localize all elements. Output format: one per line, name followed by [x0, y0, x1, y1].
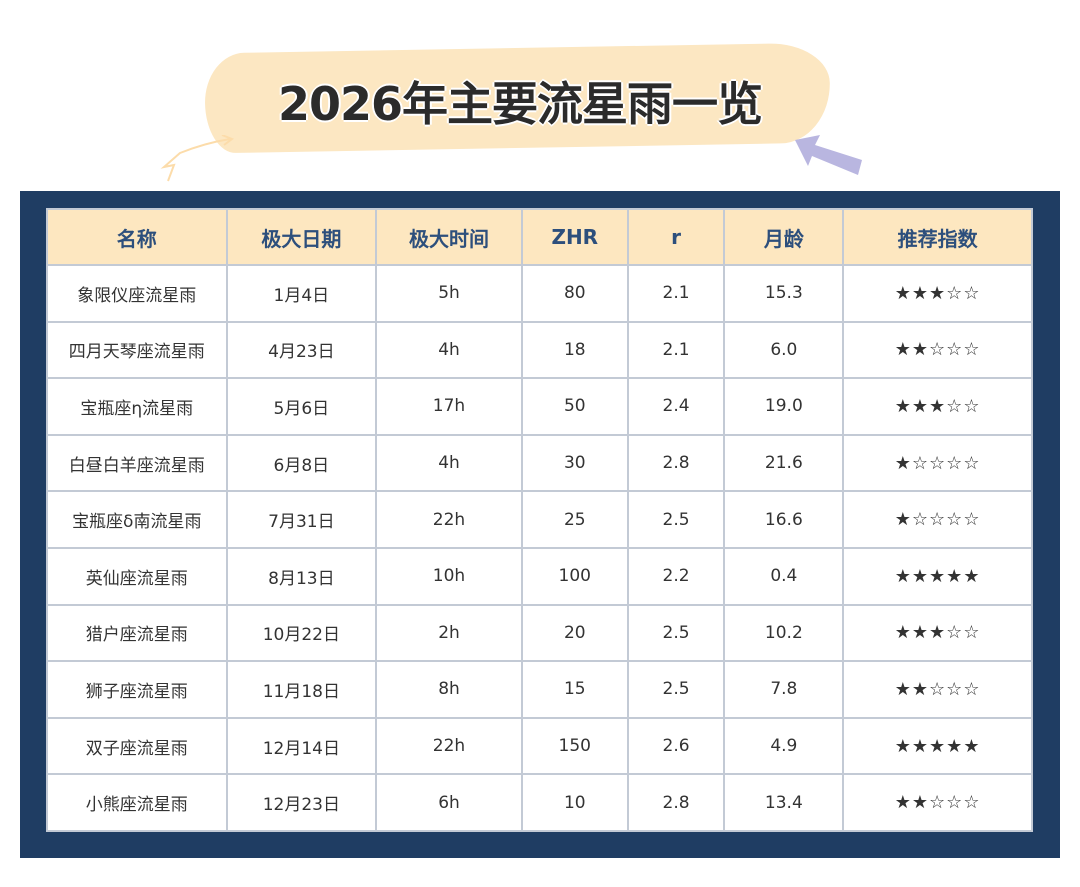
cell-peak-date: 10月22日	[225, 603, 378, 663]
header-rating: 推荐指数	[842, 208, 1033, 266]
cell-name: 猎户座流星雨	[46, 603, 228, 663]
table-row: 猎户座流星雨 10月22日 2h 20 2.5 10.2 ★★★☆☆	[46, 603, 1033, 663]
cell-name: 白昼白羊座流星雨	[46, 433, 228, 493]
cell-r: 2.5	[626, 660, 726, 719]
header-row: 名称 极大日期 极大时间 ZHR r 月龄 推荐指数	[46, 208, 1033, 266]
cell-r: 2.1	[626, 264, 726, 323]
cell-zhr: 150	[520, 716, 629, 776]
cell-moon-age: 16.6	[723, 490, 845, 549]
cell-rating: ★★★☆☆	[842, 264, 1033, 323]
cell-peak-time: 6h	[375, 773, 523, 832]
cell-moon-age: 7.8	[723, 660, 845, 719]
header-peak-date: 极大日期	[225, 208, 378, 266]
cell-moon-age: 19.0	[723, 377, 845, 436]
table-panel: 名称 极大日期 极大时间 ZHR r 月龄 推荐指数 象限仪座流星雨 1月4日 5h 80 2.1 1…	[20, 191, 1060, 858]
cell-peak-date: 4月23日	[225, 320, 378, 380]
cell-moon-age: 6.0	[723, 320, 845, 380]
header-r: r	[626, 208, 726, 266]
cell-peak-time: 4h	[375, 433, 523, 493]
header-name: 名称	[46, 208, 228, 266]
cell-peak-date: 7月31日	[225, 490, 378, 549]
cell-name: 双子座流星雨	[46, 716, 228, 776]
cell-peak-time: 22h	[375, 490, 523, 549]
cell-peak-date: 11月18日	[225, 660, 378, 719]
cell-name: 小熊座流星雨	[46, 773, 228, 832]
cell-zhr: 10	[520, 773, 629, 832]
cell-name: 四月天琴座流星雨	[46, 320, 228, 380]
meteor-shower-table: 名称 极大日期 极大时间 ZHR r 月龄 推荐指数 象限仪座流星雨 1月4日 5h 80 2.1 1…	[46, 208, 1033, 832]
cell-r: 2.5	[626, 490, 726, 549]
table-row: 宝瓶座η流星雨 5月6日 17h 50 2.4 19.0 ★★★☆☆	[46, 377, 1033, 436]
table-row: 宝瓶座δ南流星雨 7月31日 22h 25 2.5 16.6 ★☆☆☆☆	[46, 490, 1033, 549]
table-row: 白昼白羊座流星雨 6月8日 4h 30 2.8 21.6 ★☆☆☆☆	[46, 433, 1033, 493]
cell-moon-age: 4.9	[723, 716, 845, 776]
cell-peak-date: 1月4日	[225, 264, 378, 323]
cell-r: 2.8	[626, 773, 726, 832]
cell-moon-age: 15.3	[723, 264, 845, 323]
cell-peak-date: 6月8日	[225, 433, 378, 493]
cell-rating: ★☆☆☆☆	[842, 433, 1033, 493]
cell-zhr: 100	[520, 546, 629, 606]
table-row: 四月天琴座流星雨 4月23日 4h 18 2.1 6.0 ★★☆☆☆	[46, 320, 1033, 380]
cell-peak-date: 12月14日	[225, 716, 378, 776]
cell-rating: ★★☆☆☆	[842, 320, 1033, 380]
cell-moon-age: 13.4	[723, 773, 845, 832]
cell-name: 象限仪座流星雨	[46, 264, 228, 323]
cell-name: 狮子座流星雨	[46, 660, 228, 719]
table-row: 双子座流星雨 12月14日 22h 150 2.6 4.9 ★★★★★	[46, 716, 1033, 776]
cell-r: 2.6	[626, 716, 726, 776]
cell-r: 2.1	[626, 320, 726, 380]
cell-zhr: 18	[520, 320, 629, 380]
cell-zhr: 30	[520, 433, 629, 493]
cell-rating: ★★★☆☆	[842, 377, 1033, 436]
cell-zhr: 50	[520, 377, 629, 436]
cell-peak-time: 8h	[375, 660, 523, 719]
cell-zhr: 25	[520, 490, 629, 549]
cell-rating: ★★★★★	[842, 716, 1033, 776]
header-zhr: ZHR	[520, 208, 629, 266]
cell-peak-time: 5h	[375, 264, 523, 323]
cell-name: 宝瓶座η流星雨	[46, 377, 228, 436]
cell-peak-date: 5月6日	[225, 377, 378, 436]
table-row: 狮子座流星雨 11月18日 8h 15 2.5 7.8 ★★☆☆☆	[46, 660, 1033, 719]
cell-zhr: 20	[520, 603, 629, 663]
table-row: 小熊座流星雨 12月23日 6h 10 2.8 13.4 ★★☆☆☆	[46, 773, 1033, 832]
cell-zhr: 80	[520, 264, 629, 323]
cell-rating: ★★☆☆☆	[842, 773, 1033, 832]
table-row: 英仙座流星雨 8月13日 10h 100 2.2 0.4 ★★★★★	[46, 546, 1033, 606]
cell-moon-age: 10.2	[723, 603, 845, 663]
cell-name: 英仙座流星雨	[46, 546, 228, 606]
cell-rating: ★☆☆☆☆	[842, 490, 1033, 549]
cell-peak-time: 2h	[375, 603, 523, 663]
squiggle-arrow-icon	[160, 135, 235, 182]
cell-r: 2.5	[626, 603, 726, 663]
cell-r: 2.4	[626, 377, 726, 436]
cell-rating: ★★☆☆☆	[842, 660, 1033, 719]
cell-peak-time: 17h	[375, 377, 523, 436]
cell-moon-age: 21.6	[723, 433, 845, 493]
table-row: 象限仪座流星雨 1月4日 5h 80 2.1 15.3 ★★★☆☆	[46, 264, 1033, 323]
cell-peak-time: 22h	[375, 716, 523, 776]
cell-peak-date: 12月23日	[225, 773, 378, 832]
cell-moon-age: 0.4	[723, 546, 845, 606]
cell-rating: ★★★☆☆	[842, 603, 1033, 663]
arrow-icon	[795, 135, 862, 175]
cell-peak-time: 4h	[375, 320, 523, 380]
cell-zhr: 15	[520, 660, 629, 719]
cell-r: 2.2	[626, 546, 726, 606]
cell-rating: ★★★★★	[842, 546, 1033, 606]
header-moon-age: 月龄	[723, 208, 845, 266]
cell-peak-time: 10h	[375, 546, 523, 606]
cell-peak-date: 8月13日	[225, 546, 378, 606]
header-peak-time: 极大时间	[375, 208, 523, 266]
cell-name: 宝瓶座δ南流星雨	[46, 490, 228, 549]
page-title: 2026年主要流星雨一览	[277, 77, 763, 131]
cell-r: 2.8	[626, 433, 726, 493]
